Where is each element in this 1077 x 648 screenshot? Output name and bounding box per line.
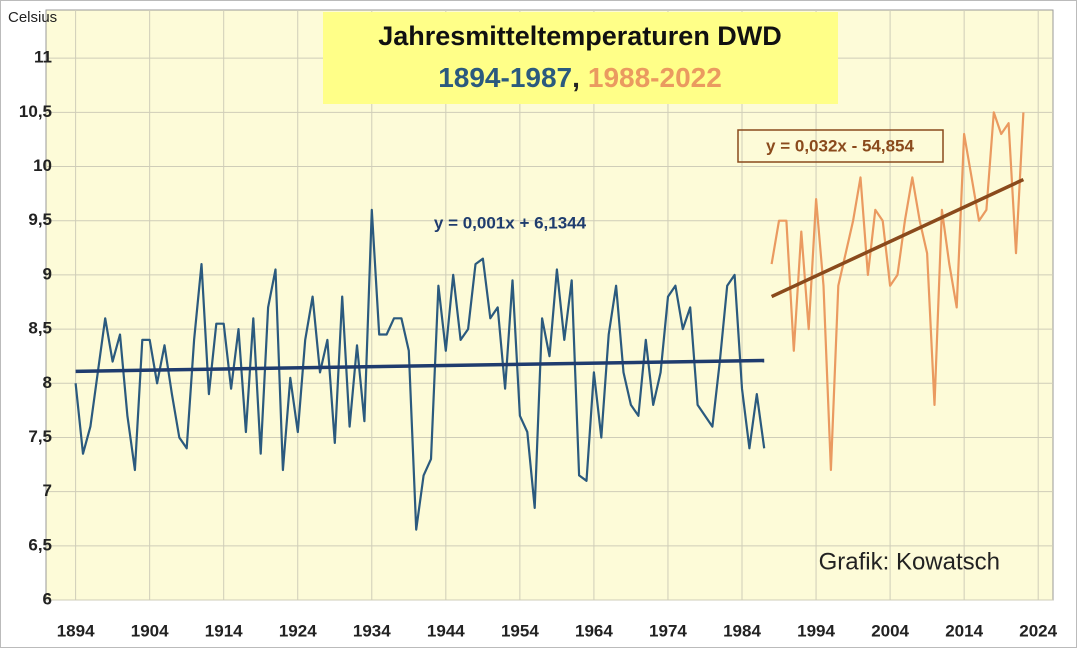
- legend-entry: 1894-1987: [438, 62, 572, 93]
- title-box: [323, 12, 838, 104]
- trend-label: y = 0,001x + 6,1344: [434, 213, 587, 232]
- y-tick-label: 8: [43, 373, 52, 392]
- x-tick-label: 2024: [1019, 621, 1057, 640]
- y-axis-label: Celsius: [8, 9, 57, 26]
- x-tick-label: 1924: [279, 621, 317, 640]
- y-tick-label: 10,5: [19, 102, 52, 121]
- x-tick-label: 1934: [353, 621, 391, 640]
- annotation: Grafik: Kowatsch: [819, 548, 1000, 575]
- separator: ,: [572, 62, 580, 93]
- y-tick-label: 7: [43, 481, 52, 500]
- y-tick-label: 9: [43, 264, 52, 283]
- x-tick-label: 1894: [57, 621, 95, 640]
- trend-label-box: [737, 129, 944, 163]
- y-tick-label: 9,5: [28, 210, 52, 229]
- x-tick-label: 1904: [131, 621, 169, 640]
- x-tick-label: 1994: [797, 621, 835, 640]
- y-tick-label: 7,5: [28, 427, 52, 446]
- x-tick-label: 2004: [871, 621, 909, 640]
- trend-line: [770, 177, 1025, 299]
- y-tick-label: 11: [34, 48, 52, 67]
- x-tick-label: 1984: [723, 621, 761, 640]
- x-tick-label: 1964: [575, 621, 613, 640]
- plot-area: [45, 9, 1054, 601]
- trend-label: y = 0,032x - 54,854: [766, 136, 914, 155]
- x-tick-label: 1944: [427, 621, 465, 640]
- y-tick-label: 8,5: [28, 319, 52, 338]
- x-tick-label: 1914: [205, 621, 243, 640]
- y-tick-label: 10: [33, 156, 52, 175]
- y-tick-label: 6,5: [28, 535, 52, 554]
- chart-title: Jahresmitteltemperaturen DWD: [378, 21, 782, 51]
- x-tick-label: 1974: [649, 621, 687, 640]
- trend-line: [75, 358, 765, 374]
- chart-subtitle: 1894-1987, 1988-2022: [438, 62, 722, 93]
- data-line: [74, 208, 766, 531]
- data-line: [770, 111, 1025, 472]
- y-tick-label: 6: [43, 589, 52, 608]
- x-tick-label: 2014: [945, 621, 983, 640]
- x-tick-label: 1954: [501, 621, 539, 640]
- legend-entry: 1988-2022: [588, 62, 722, 93]
